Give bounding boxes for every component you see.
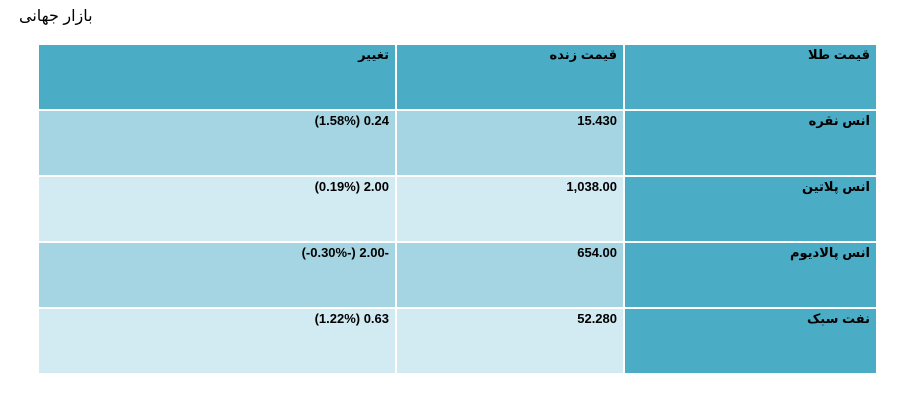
instrument-name-cell: انس پلاتین — [623, 175, 878, 243]
change-cell: (1.58%) 0.24 — [37, 109, 397, 177]
price-cell: 1,038.00 — [395, 175, 625, 243]
price-value: 1,038.00 — [566, 179, 617, 194]
table-row: (0.19%) 2.00 1,038.00 انس پلاتین — [37, 175, 878, 243]
change-value: (1.22%) 0.63 — [314, 311, 389, 326]
price-cell: 654.00 — [395, 241, 625, 309]
table-row: (1.58%) 0.24 15.430 انس نقره — [37, 109, 878, 177]
price-value: 654.00 — [577, 245, 617, 260]
change-cell: (1.22%) 0.63 — [37, 307, 397, 375]
price-cell: 15.430 — [395, 109, 625, 177]
page-title: بازار جهانی — [19, 8, 93, 25]
change-value: (-0.30%-) 2.00- — [301, 245, 389, 260]
table-row: (-0.30%-) 2.00- 654.00 انس پالادیوم — [37, 241, 878, 309]
change-cell: (0.19%) 2.00 — [37, 175, 397, 243]
change-cell: (-0.30%-) 2.00- — [37, 241, 397, 309]
instrument-name-cell: انس پالادیوم — [623, 241, 878, 309]
price-cell: 52.280 — [395, 307, 625, 375]
instrument-name-cell: نفت سبک — [623, 307, 878, 375]
column-header-change: تغییر — [37, 43, 397, 111]
instrument-name-cell: انس نقره — [623, 109, 878, 177]
global-market-table: تغییر قیمت زنده قیمت طلا (1.58%) 0.24 15… — [37, 43, 878, 375]
change-value: (0.19%) 2.00 — [314, 179, 389, 194]
table-header-row: تغییر قیمت زنده قیمت طلا — [37, 43, 878, 111]
table-row: (1.22%) 0.63 52.280 نفت سبک — [37, 307, 878, 375]
price-value: 15.430 — [577, 113, 617, 128]
column-header-gold-price: قیمت طلا — [623, 43, 878, 111]
price-value: 52.280 — [577, 311, 617, 326]
column-header-live-price: قیمت زنده — [395, 43, 625, 111]
change-value: (1.58%) 0.24 — [314, 113, 389, 128]
